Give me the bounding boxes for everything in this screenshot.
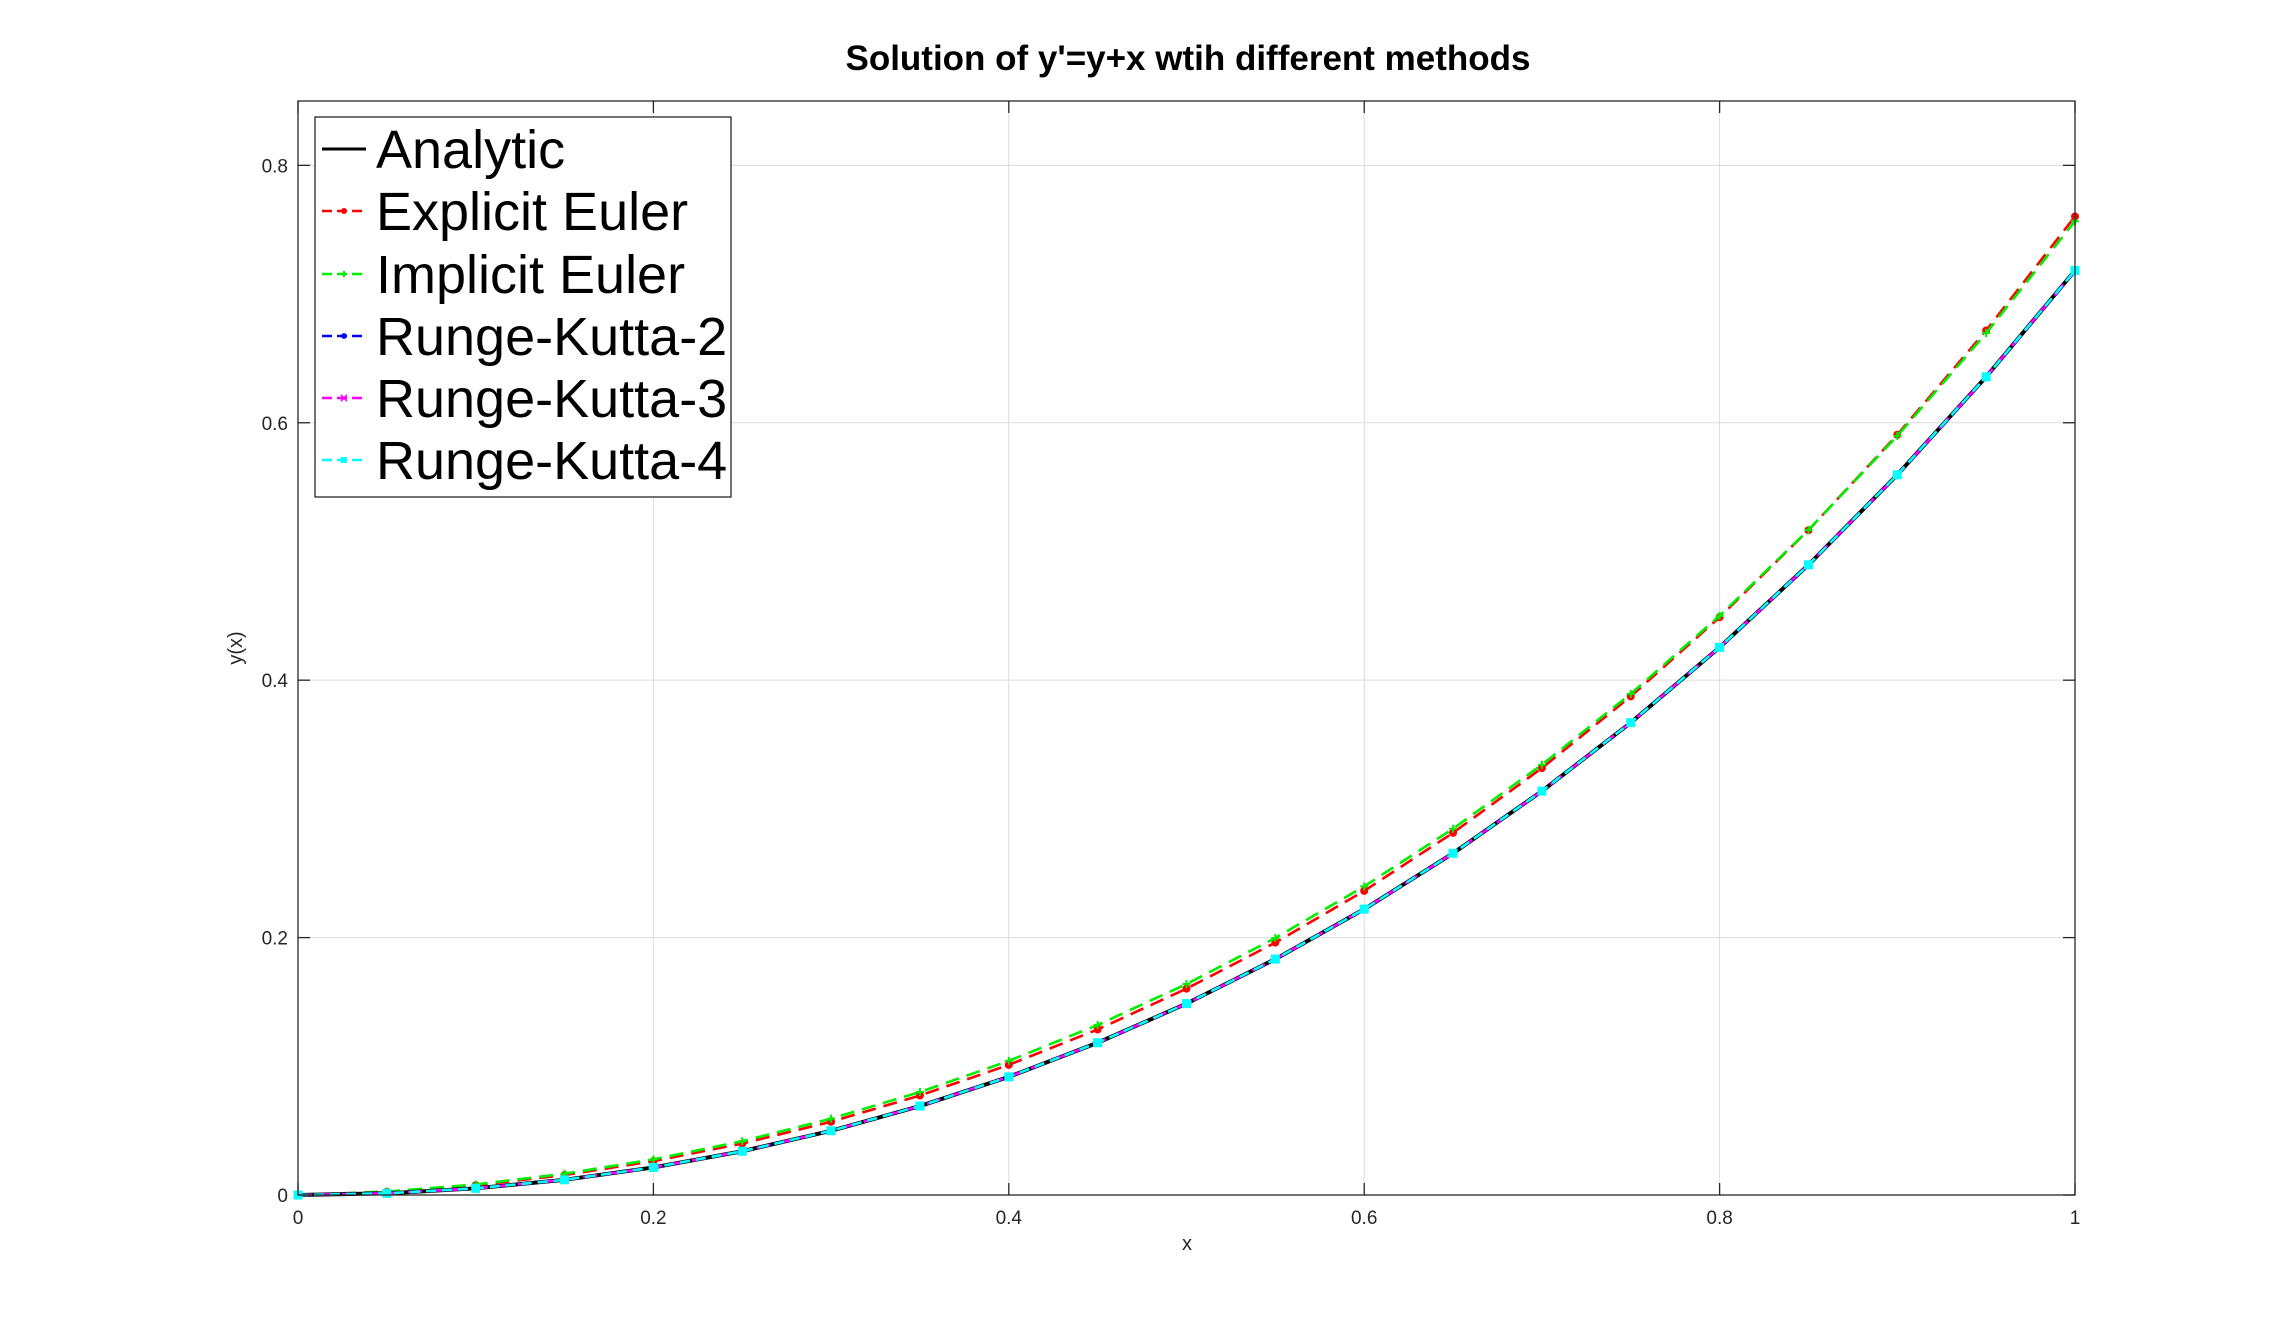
data-point-implicit-euler — [1182, 980, 1191, 989]
data-point-runge-kutta-4 — [1803, 560, 1813, 570]
legend-item-analytic: Analytic — [322, 120, 565, 180]
data-point-implicit-euler — [827, 1114, 836, 1123]
x-tick-label: 0.8 — [1706, 1208, 1732, 1229]
legend-label-explicit-euler: Explicit Euler — [376, 182, 688, 242]
x-tick-label: 0 — [293, 1208, 304, 1229]
data-point-implicit-euler — [915, 1088, 924, 1097]
y-tick-label: 0.2 — [262, 929, 288, 950]
data-point-implicit-euler — [1982, 329, 1991, 338]
legend-item-runge-kutta-3: Runge-Kutta-3 — [322, 369, 727, 429]
data-point-explicit-euler — [1360, 886, 1369, 895]
data-point-runge-kutta-4 — [1892, 470, 1902, 480]
data-point-runge-kutta-4 — [915, 1101, 925, 1111]
x-tick-label: 1 — [2070, 1208, 2081, 1229]
legend-label-runge-kutta-3: Runge-Kutta-3 — [376, 369, 727, 429]
data-point-explicit-euler — [1449, 828, 1458, 837]
data-point-runge-kutta-4 — [737, 1146, 747, 1156]
data-point-runge-kutta-4 — [1715, 642, 1725, 652]
x-tick-label: 0.6 — [1351, 1208, 1377, 1229]
legend-item-explicit-euler: Explicit Euler — [322, 182, 688, 242]
legend-marker-implicit-euler — [341, 271, 347, 277]
data-point-runge-kutta-4 — [1981, 372, 1991, 382]
data-point-runge-kutta-4 — [471, 1183, 481, 1193]
legend-marker-explicit-euler — [341, 208, 347, 214]
data-point-runge-kutta-4 — [648, 1162, 658, 1172]
legend-marker-runge-kutta-4 — [341, 457, 347, 463]
x-tick-label: 0.4 — [996, 1208, 1023, 1229]
x-tick-label: 0.2 — [640, 1208, 666, 1229]
legend-label-analytic: Analytic — [376, 120, 565, 180]
x-axis-label: x — [1182, 1233, 1192, 1255]
data-point-implicit-euler — [1449, 824, 1458, 833]
data-point-runge-kutta-4 — [1182, 999, 1191, 1009]
series-line-implicit-euler — [297, 220, 2077, 1197]
legend-marker-runge-kutta-3 — [340, 394, 348, 402]
data-point-implicit-euler — [1893, 431, 1902, 440]
data-point-implicit-euler — [1360, 882, 1369, 891]
data-point-implicit-euler — [1004, 1056, 1013, 1065]
data-point-runge-kutta-4 — [826, 1126, 836, 1136]
legend-label-runge-kutta-4: Runge-Kutta-4 — [376, 431, 727, 491]
y-axis-label: y(x) — [225, 631, 247, 664]
chart-title: Solution of y'=y+x wtih different method… — [845, 39, 1530, 78]
legend-item-implicit-euler: Implicit Euler — [322, 245, 685, 305]
data-point-explicit-euler — [1182, 984, 1191, 993]
y-tick-label: 0.8 — [262, 156, 288, 177]
data-point-explicit-euler — [1271, 938, 1280, 947]
data-point-runge-kutta-4 — [1359, 904, 1369, 914]
data-point-runge-kutta-4 — [1093, 1038, 1103, 1048]
series-layer — [293, 212, 2080, 1200]
data-point-explicit-euler — [1093, 1025, 1102, 1034]
data-point-implicit-euler — [1804, 525, 1813, 534]
data-point-implicit-euler — [738, 1137, 747, 1146]
data-point-runge-kutta-4 — [1004, 1072, 1014, 1082]
axes-frame — [297, 100, 2076, 1196]
y-tick-label: 0.6 — [262, 414, 288, 435]
data-point-implicit-euler — [1626, 689, 1635, 698]
y-tick-label: 0 — [277, 1186, 288, 1207]
legend-label-implicit-euler: Implicit Euler — [376, 245, 685, 305]
legend-marker-runge-kutta-2 — [341, 333, 347, 339]
data-point-runge-kutta-4 — [382, 1188, 392, 1198]
data-point-runge-kutta-4 — [1626, 718, 1636, 728]
data-point-runge-kutta-4 — [1448, 848, 1458, 858]
data-point-implicit-euler — [649, 1155, 658, 1164]
legend-label-runge-kutta-2: Runge-Kutta-2 — [376, 307, 727, 367]
ticks: 0 0.2 0.4 0.6 0.8 1 0 0.2 0.4 0.6 0.8 — [262, 101, 2081, 1229]
data-point-implicit-euler — [1715, 611, 1724, 620]
data-point-runge-kutta-4 — [560, 1175, 570, 1185]
data-point-implicit-euler — [1093, 1020, 1102, 1029]
data-point-implicit-euler — [1271, 933, 1280, 942]
data-point-runge-kutta-4 — [1270, 954, 1280, 964]
legend-box — [314, 116, 732, 498]
y-tick-label: 0.4 — [262, 671, 289, 692]
legend-item-runge-kutta-2: Runge-Kutta-2 — [322, 307, 727, 367]
data-point-runge-kutta-4 — [1537, 786, 1547, 796]
legend-item-runge-kutta-4: Runge-Kutta-4 — [322, 431, 727, 491]
data-point-implicit-euler — [1537, 760, 1546, 769]
